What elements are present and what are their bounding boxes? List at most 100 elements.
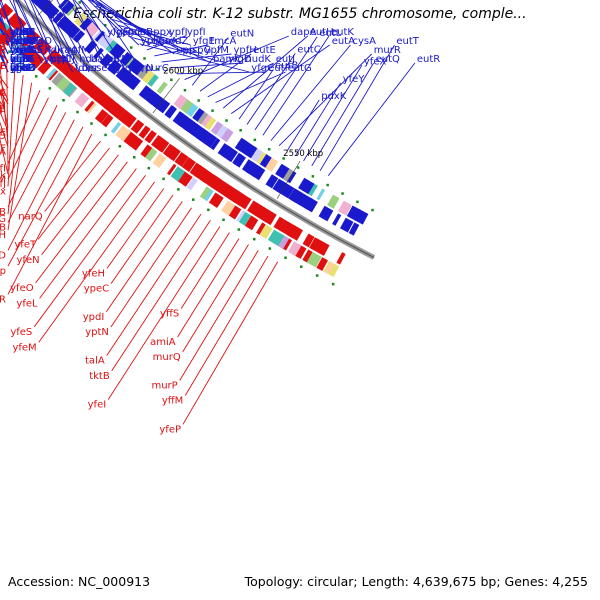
reverse-gene-label: pssA	[0, 34, 6, 45]
leader-line	[24, 0, 55, 64]
forward-feature-outer	[340, 217, 354, 233]
forward-gene-label: glnB	[10, 36, 32, 47]
forward-gene-label: yfgE	[193, 36, 215, 47]
cds-feature-inner	[54, 75, 71, 92]
forward-gene-label: yfjF	[10, 54, 28, 65]
forward-gene-label: eutK	[331, 27, 354, 38]
forward-feature-outer	[203, 133, 218, 148]
reverse-gene-label: nadK	[0, 34, 6, 45]
forward-gene-label: cysA	[353, 36, 377, 47]
reverse-gene-label: nrdF	[0, 34, 6, 45]
cds-feature-outer	[234, 137, 249, 153]
cds-feature-outer	[302, 180, 315, 195]
gc-dot-outer	[371, 208, 374, 212]
forward-gene-label: eutL	[319, 28, 341, 39]
forward-gene-label: ygbA	[10, 27, 36, 38]
leader-line	[223, 35, 308, 109]
forward-gene-label: ura4	[54, 45, 77, 56]
reverse-gene-label: yfjT	[0, 34, 7, 45]
gc-dot-outer	[197, 99, 200, 102]
reverse-gene-label: hcaF	[0, 61, 6, 72]
leader-line	[184, 255, 269, 396]
cds-feature-inner	[324, 261, 335, 275]
forward-gene-label: ypHC	[44, 54, 71, 65]
leader-line	[80, 0, 115, 37]
cds-feature-outer	[192, 108, 205, 122]
reverse-gene-label: yfhL	[0, 34, 6, 45]
gc-dot-outer	[91, 12, 94, 16]
leader-line	[182, 244, 249, 353]
reverse-gene-label: sseA	[0, 88, 6, 99]
reverse-gene-label: ppk	[0, 171, 6, 182]
cds-feature-inner	[16, 40, 32, 56]
cds-feature-inner	[208, 192, 224, 208]
reverse-gene-label: recN	[0, 34, 6, 45]
forward-feature-outer	[108, 60, 122, 75]
gc-dot-outer	[156, 68, 160, 71]
leader-line	[161, 53, 232, 63]
cds-feature-inner	[84, 100, 95, 112]
leader-line	[207, 62, 274, 98]
reverse-gene-label: nadB	[0, 34, 6, 45]
reverse-feature-inner	[0, 3, 12, 18]
reverse-feature-inner	[288, 225, 299, 239]
cds-feature-inner	[94, 109, 109, 124]
gc-dot-outer	[296, 166, 300, 169]
forward-gene-label: ypjA	[10, 36, 32, 47]
reverse-gene-label: narQ	[18, 212, 43, 223]
forward-gene-label: ygaU	[10, 63, 36, 74]
leader-line	[110, 207, 192, 328]
forward-feature-outer	[294, 191, 306, 206]
cds-feature-inner	[140, 144, 153, 158]
forward-gene-label: yfiB	[10, 27, 29, 38]
reverse-feature-inner	[84, 82, 100, 98]
reverse-feature-inner	[121, 112, 137, 128]
reverse-gene-label: yfeM	[12, 342, 36, 353]
cds-feature-outer	[203, 116, 217, 131]
cds-feature-inner	[177, 171, 193, 187]
reverse-gene-label: trxC	[0, 34, 6, 45]
cds-feature-inner	[167, 163, 177, 176]
cds-feature-outer	[298, 177, 310, 192]
leader-line	[327, 62, 416, 176]
forward-feature-outer	[164, 105, 176, 118]
backbone-arc-core	[15, 0, 375, 259]
gc-dot-outer	[225, 119, 228, 122]
forward-feature-outer	[232, 152, 244, 166]
backbone-layer	[13, 0, 376, 260]
cds-feature-inner	[85, 101, 97, 114]
cds-feature-inner	[10, 35, 23, 48]
reverse-feature-inner	[261, 209, 275, 224]
forward-gene-label: arof	[10, 63, 30, 74]
gc-dot-inner	[8, 50, 11, 53]
reverse-gene-label: ypjD	[0, 34, 6, 45]
leader-line	[43, 0, 78, 64]
forward-gene-label: hcaT	[11, 36, 36, 47]
reverse-feature-inner	[302, 233, 315, 248]
leader-line	[38, 0, 81, 73]
reverse-feature-inner	[75, 74, 89, 89]
leader-line	[246, 53, 296, 125]
reverse-feature-inner	[89, 86, 104, 102]
forward-gene-label: eutC	[297, 44, 320, 55]
cds-feature-inner	[236, 210, 246, 222]
reverse-gene-label: raiA	[0, 34, 6, 45]
forward-feature-outer	[150, 94, 162, 108]
cds-feature-outer	[74, 12, 88, 27]
cds-feature-outer	[156, 81, 168, 94]
reverse-gene-label: xseA	[0, 147, 6, 158]
leader-line	[35, 161, 128, 284]
reverse-gene-label: talA	[85, 356, 105, 367]
cds-feature-inner	[259, 224, 273, 239]
leader-line	[182, 261, 278, 425]
reverse-gene-label: lhgO	[0, 34, 6, 45]
reverse-gene-label: yffM	[162, 396, 183, 407]
forward-gene-label: yphG	[116, 27, 142, 38]
cds-feature-inner	[288, 241, 302, 256]
leader-line	[30, 0, 74, 73]
forward-feature-outer	[115, 66, 132, 83]
forward-gene-label: yfiD	[10, 54, 30, 65]
reverse-feature-inner	[138, 125, 150, 138]
reverse-feature-inner	[203, 172, 219, 188]
